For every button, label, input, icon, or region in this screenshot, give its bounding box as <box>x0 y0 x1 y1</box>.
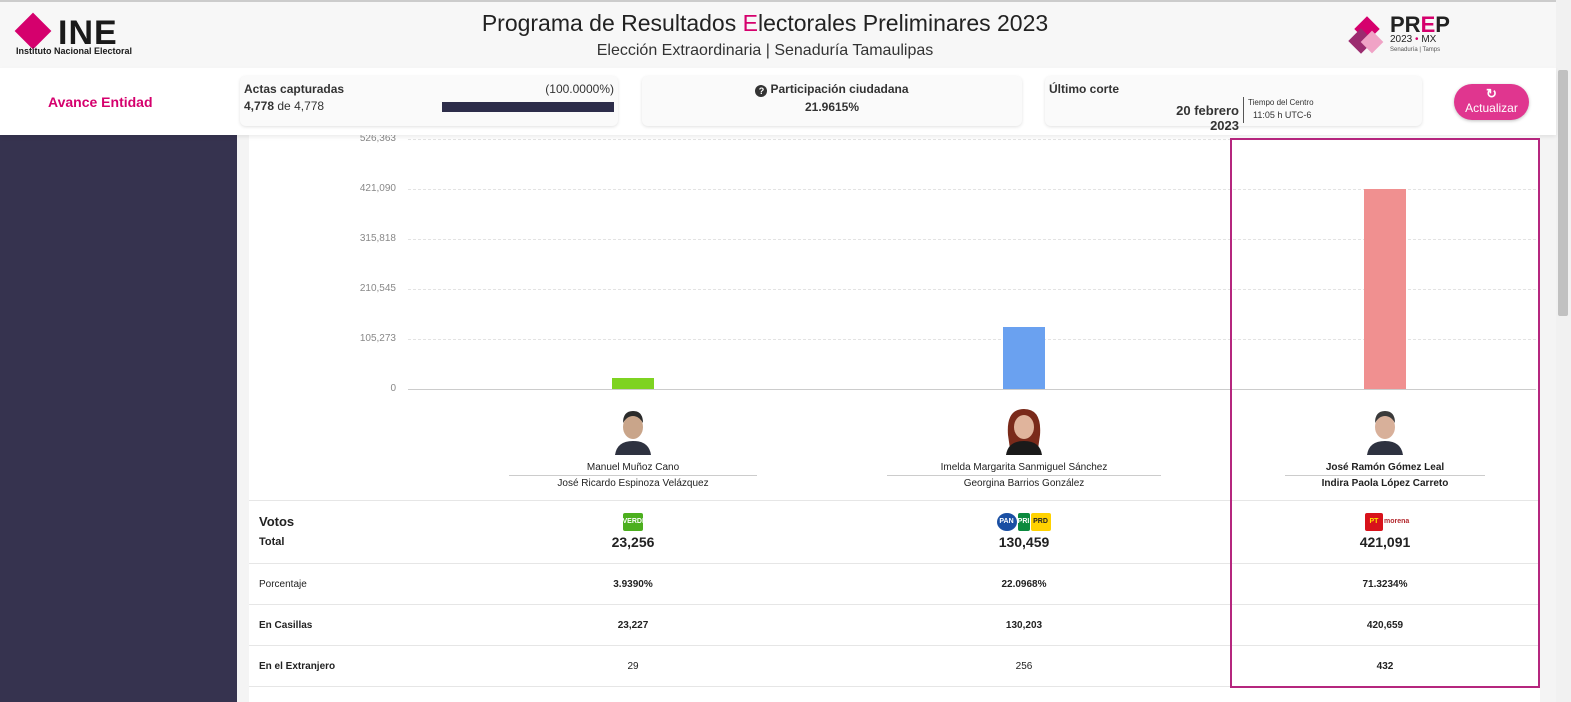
pan-pri-prd-coalition-icon: PAN PRI PRD <box>996 513 1051 531</box>
prep-diamond-icon <box>1348 16 1384 54</box>
ultimo-corte-card: Último corte 20 febrero 2023 Tiempo del … <box>1045 76 1422 133</box>
refresh-icon: ↻ <box>1486 86 1497 101</box>
row-label: En Casillas <box>259 620 313 631</box>
participacion-value: 21.9615% <box>804 100 860 114</box>
party-logo: PRI <box>1017 513 1030 531</box>
ultimo-corte-label: Último corte <box>1049 82 1120 96</box>
verde-party-icon: VERDE <box>622 513 647 531</box>
ine-logo-subtitle: Instituto Nacional Electoral <box>16 46 133 56</box>
y-tick-label: 526,363 <box>359 133 396 144</box>
chart-gridline <box>408 338 1536 340</box>
chart-bar[interactable] <box>1364 188 1406 389</box>
row-value: 3.9390% <box>613 579 653 590</box>
page-title-part-1: Programa de Resultados <box>481 10 743 36</box>
participacion-label: ? Participación ciudadana <box>642 82 1022 97</box>
chart-gridline <box>408 189 1536 190</box>
summary-bar: Avance Entidad Actas capturadas (100.000… <box>0 68 1556 135</box>
party-logo: PT <box>1365 513 1383 531</box>
prep-logo-caption: Senaduría | Tamps <box>1390 47 1441 53</box>
actualizar-button[interactable]: ↻ Actualizar <box>1454 84 1529 120</box>
candidate-suplente-name: José Ricardo Espinoza Velázquez <box>557 478 709 489</box>
total-votes-value: 23,256 <box>611 534 655 550</box>
left-sidebar <box>0 135 237 702</box>
candidate-photo <box>611 405 655 455</box>
y-tick-label: 0 <box>390 383 396 394</box>
actas-progress-fill <box>442 102 614 112</box>
ultimo-corte-timezone: Tiempo del Centro <box>1248 98 1314 107</box>
pt-morena-coalition-icon: PT morena <box>1365 513 1409 531</box>
chart-gridline <box>408 238 1536 240</box>
table-row: En Casillas 23,227 130,203 420,659 <box>249 604 1540 645</box>
row-value: 71.3234% <box>1362 579 1408 590</box>
party-logo: PAN <box>996 513 1017 531</box>
table-row: En el Extranjero 29 256 432 <box>249 645 1540 686</box>
avance-entidad-tab[interactable]: Avance Entidad <box>48 94 153 110</box>
scrollbar-thumb[interactable] <box>1558 70 1568 316</box>
ultimo-corte-time: 11:05 h UTC-6 <box>1253 110 1312 120</box>
chart-gridline <box>408 139 1536 140</box>
total-label: Total <box>259 536 285 548</box>
ine-logo-text: INE <box>58 14 118 52</box>
participacion-card: ? Participación ciudadana 21.9615% <box>642 76 1022 126</box>
prep-logo[interactable]: PREP 2023 • MX Senaduría | Tamps <box>1348 12 1460 60</box>
candidate-suplente-name: Indira Paola López Carreto <box>1321 478 1449 489</box>
left-gutter <box>237 135 249 702</box>
total-votes-value: 130,459 <box>998 534 1050 550</box>
ine-logo[interactable]: INE Instituto Nacional Electoral <box>14 12 156 60</box>
table-row: Porcentaje 3.9390% 22.0968% 71.3234% <box>249 563 1540 604</box>
row-value: 420,659 <box>1366 620 1404 631</box>
actas-percent: (100.0000%) <box>545 82 614 96</box>
candidate-divider <box>887 475 1161 476</box>
page-title-accent: E <box>742 10 758 36</box>
actualizar-label: Actualizar <box>1465 101 1518 115</box>
votos-label: Votos <box>259 514 295 529</box>
page-header: INE Instituto Nacional Electoral Program… <box>0 0 1571 68</box>
row-value: 23,227 <box>617 620 649 631</box>
row-label: Porcentaje <box>259 579 307 590</box>
chart-bar[interactable] <box>612 377 654 389</box>
table-row-divider <box>249 686 1540 687</box>
candidate-divider <box>509 475 757 476</box>
candidate-name: Imelda Margarita Sanmiguel Sánchez <box>940 462 1108 473</box>
right-gutter <box>1540 135 1556 702</box>
page-title: Programa de Resultados Electorales Preli… <box>0 10 1530 37</box>
party-logo: PRD <box>1030 513 1051 531</box>
question-circle-icon[interactable]: ? <box>755 85 768 97</box>
table-row-divider <box>249 500 1540 501</box>
row-value: 256 <box>1015 661 1033 672</box>
total-votes-value: 421,091 <box>1359 534 1411 550</box>
actas-card: Actas capturadas (100.0000%) 4,778 de 4,… <box>240 76 618 126</box>
prep-logo-year: 2023 • MX <box>1390 34 1437 45</box>
prep-logo-text: PREP <box>1390 12 1450 37</box>
row-label: En el Extranjero <box>259 661 336 672</box>
chart-baseline <box>408 389 1536 390</box>
row-value: 29 <box>627 661 639 672</box>
y-tick-label: 210,545 <box>359 283 396 294</box>
candidate-name: José Ramón Gómez Leal <box>1325 462 1445 473</box>
chart-gridline <box>408 289 1536 290</box>
candidate-photo <box>1002 405 1046 455</box>
row-value: 22.0968% <box>1001 579 1047 590</box>
actas-label: Actas capturadas <box>244 82 345 96</box>
actas-count: 4,778 de 4,778 <box>244 99 325 113</box>
page-title-part-2: lectorales Preliminares 2023 <box>757 10 1049 36</box>
chart-bar[interactable] <box>1003 327 1045 389</box>
row-value: 130,203 <box>1005 620 1043 631</box>
page-subtitle: Elección Extraordinaria | Senaduría Tama… <box>596 42 934 59</box>
row-value: 432 <box>1376 661 1394 672</box>
results-table: Votos Total VERDE 23,256 PAN PRI PRD 130,459 P… <box>249 500 1540 688</box>
party-logo: VERDE <box>622 513 647 531</box>
y-tick-label: 105,273 <box>359 332 396 344</box>
actas-progress-bar <box>442 102 614 112</box>
candidate-name: Manuel Muñoz Cano <box>586 462 680 473</box>
y-tick-label: 421,090 <box>359 183 396 194</box>
votes-bar-chart: 0 105,273 210,545 315,818 421,090 526,363 Manu… <box>249 133 1540 500</box>
candidate-photo <box>1363 405 1407 455</box>
ultimo-corte-divider <box>1243 97 1244 123</box>
y-tick-label: 315,818 <box>359 232 396 244</box>
candidate-suplente-name: Georgina Barrios González <box>963 478 1085 489</box>
party-logo: morena <box>1384 513 1409 531</box>
ultimo-corte-date: 20 febrero 2023 <box>1176 103 1239 133</box>
candidate-divider <box>1285 475 1485 476</box>
